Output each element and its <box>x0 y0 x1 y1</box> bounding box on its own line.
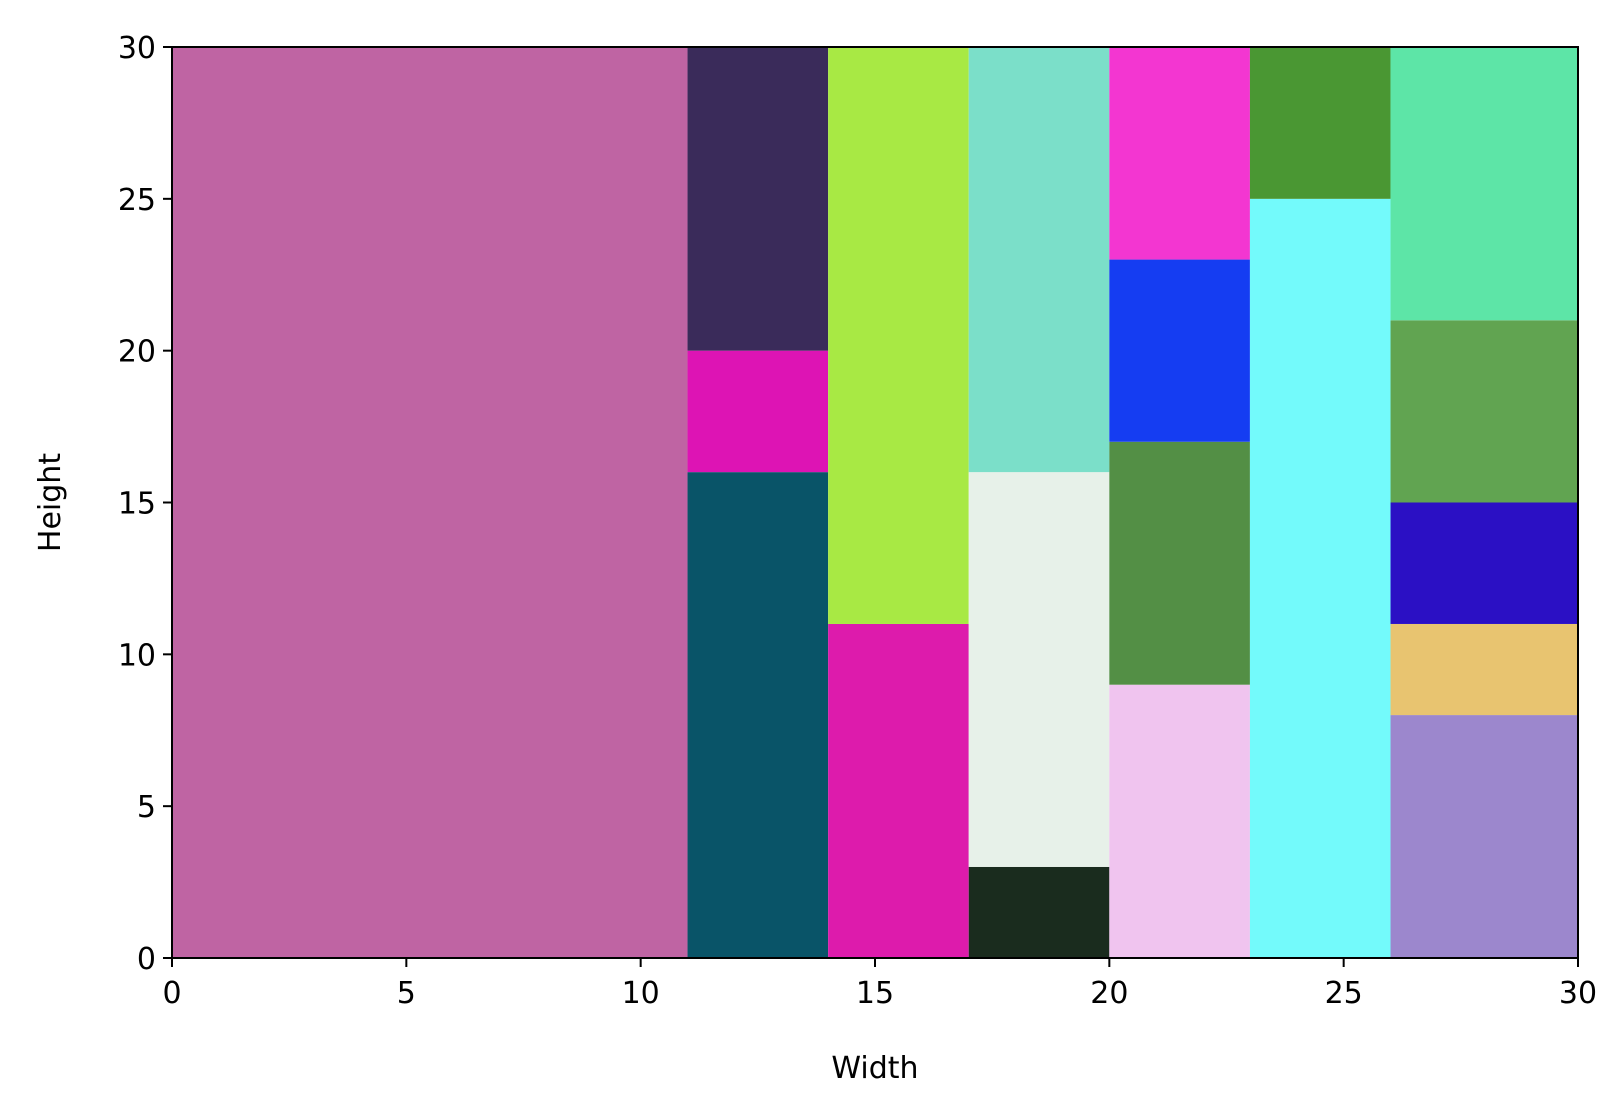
y-tick-label: 30 <box>118 31 156 66</box>
y-tick-label: 20 <box>118 335 156 370</box>
treemap-rect-17 <box>1390 502 1578 624</box>
x-tick-label: 10 <box>622 976 660 1011</box>
treemap-rect-15 <box>1390 715 1578 958</box>
treemap-rect-4 <box>828 623 969 958</box>
treemap-rect-8 <box>968 47 1110 473</box>
y-axis-label: Height <box>33 453 68 552</box>
x-tick-label: 0 <box>162 976 181 1011</box>
plot-frame <box>171 46 1579 959</box>
treemap-rect-19 <box>1390 47 1578 321</box>
y-tick-label: 5 <box>137 790 156 825</box>
treemap-rect-7 <box>968 472 1110 867</box>
y-tick-label: 10 <box>118 638 156 673</box>
treemap-rect-0 <box>172 47 688 958</box>
y-tick-label: 15 <box>118 487 156 522</box>
ticks-layer: 0 5 10 15 20 25 30 0 5 10 15 20 25 30 <box>118 31 1597 1011</box>
x-tick-label: 20 <box>1090 976 1128 1011</box>
treemap-rect-14 <box>1249 47 1391 199</box>
treemap-rect-16 <box>1390 623 1578 716</box>
treemap-rect-18 <box>1390 320 1578 503</box>
treemap-rect-9 <box>1109 684 1250 958</box>
treemap-rect-6 <box>968 866 1110 958</box>
x-tick-label: 25 <box>1325 976 1363 1011</box>
x-tick-label: 15 <box>856 976 894 1011</box>
x-axis-label: Width <box>831 1051 918 1086</box>
treemap-rect-1 <box>687 472 829 958</box>
rects-layer <box>172 47 1578 959</box>
treemap-rect-5 <box>828 47 969 624</box>
treemap-rect-13 <box>1249 198 1391 959</box>
treemap-rect-12 <box>1109 47 1250 260</box>
x-tick-label: 30 <box>1559 976 1597 1011</box>
y-tick-label: 25 <box>118 183 156 218</box>
treemap-rect-2 <box>687 350 829 473</box>
x-tick-label: 5 <box>397 976 416 1011</box>
treemap-rect-11 <box>1109 259 1250 442</box>
y-tick-label: 0 <box>137 942 156 977</box>
treemap-rect-10 <box>1109 441 1250 685</box>
treemap-rect-3 <box>687 47 829 351</box>
